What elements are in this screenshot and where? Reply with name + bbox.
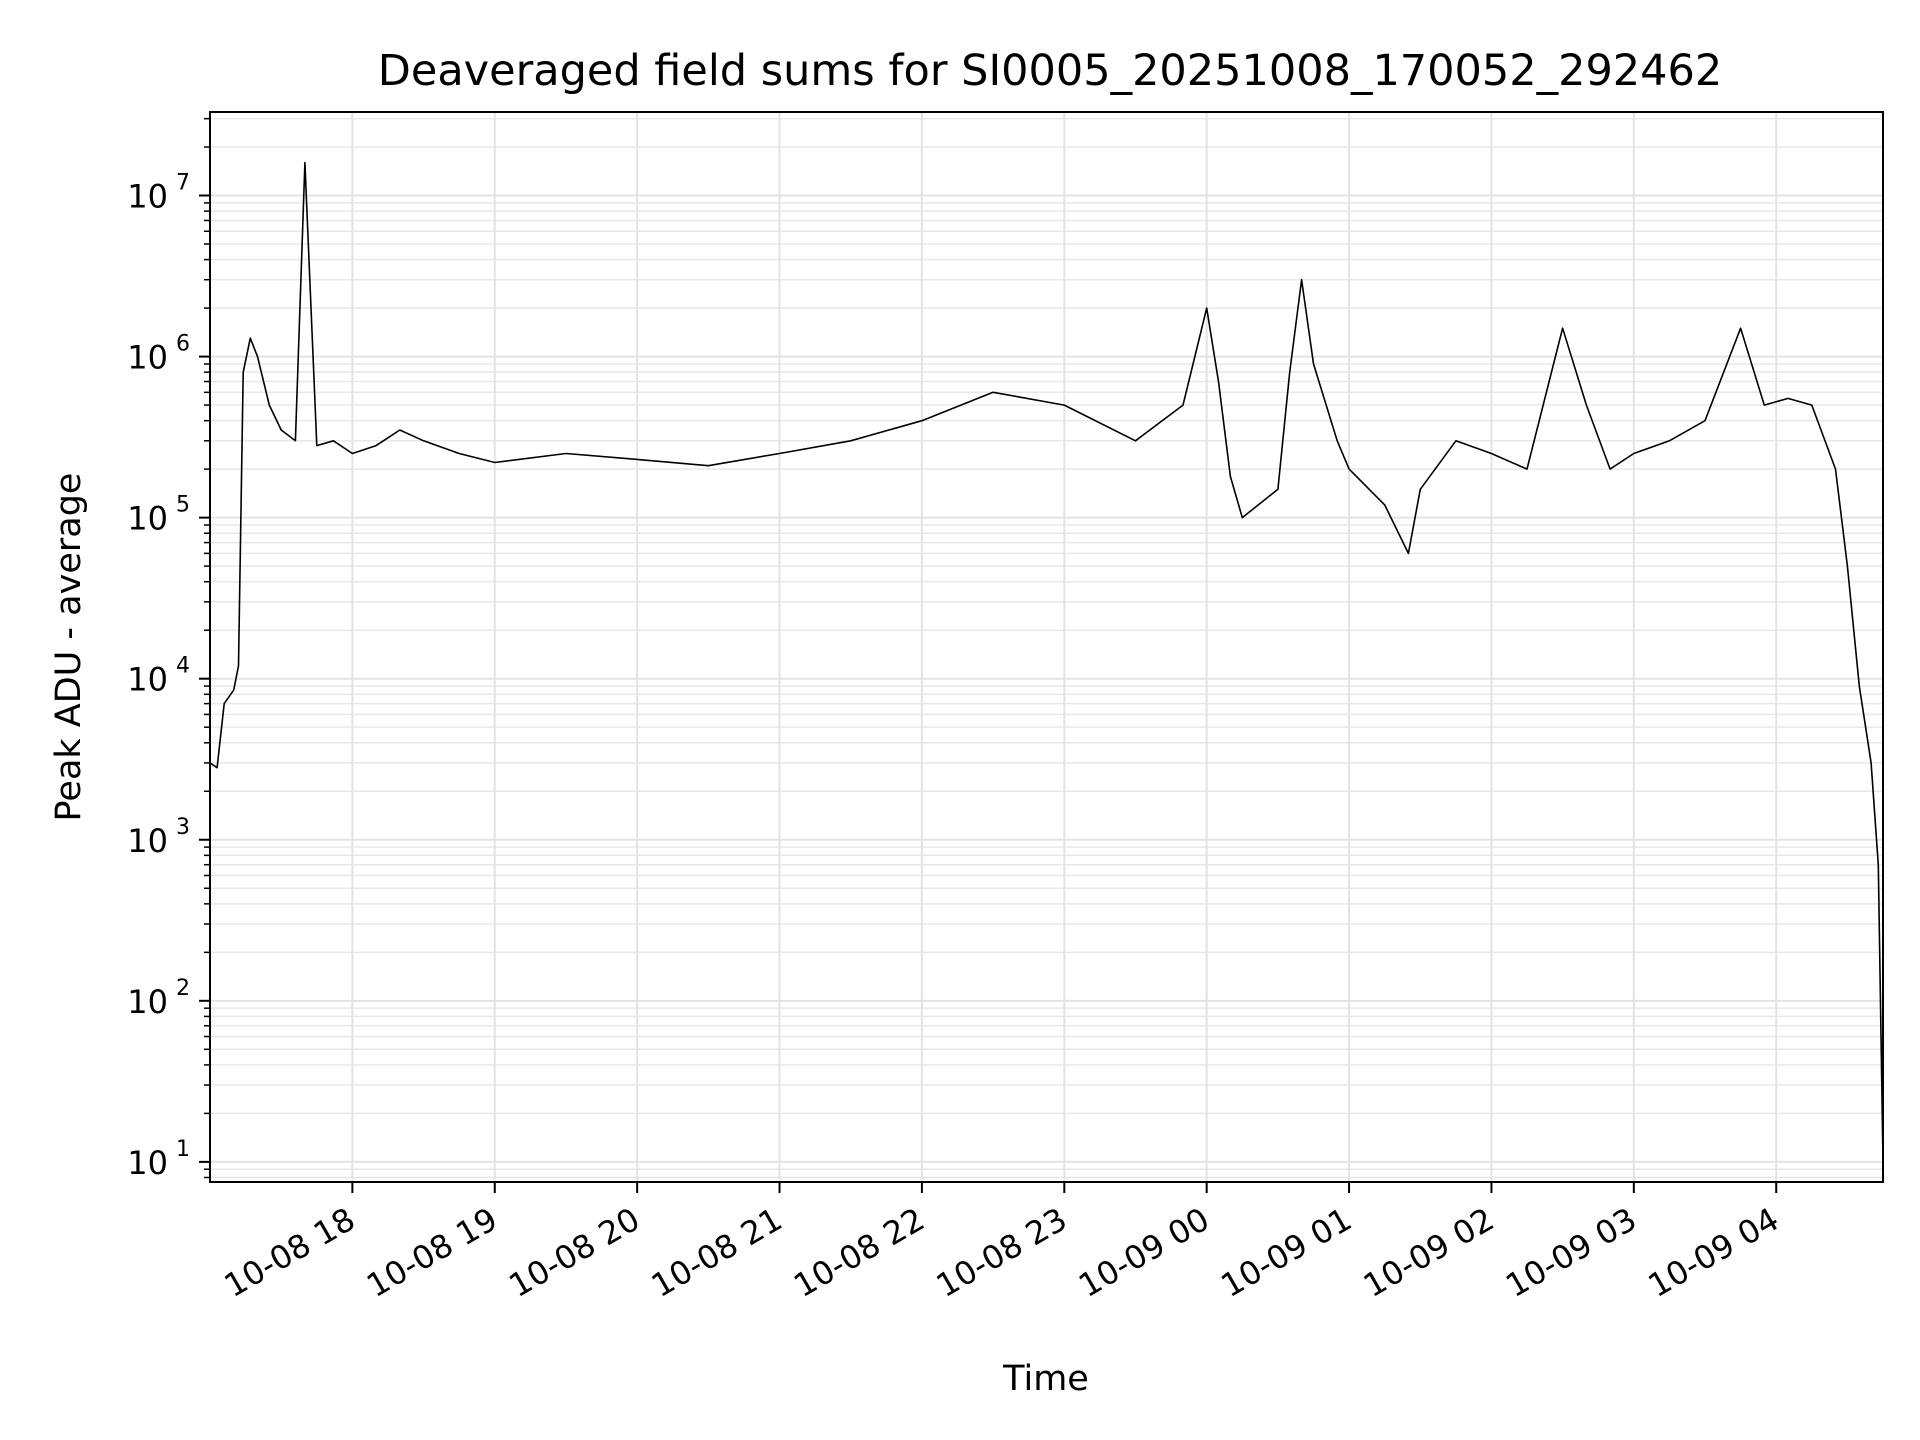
y-tick-label: 10 (127, 178, 168, 216)
major-gridlines (210, 112, 1883, 1182)
y-tick-exponent: 3 (176, 815, 190, 840)
minor-gridlines (210, 117, 1883, 1179)
y-tick-label: 10 (127, 983, 168, 1021)
y-tick-label: 10 (127, 661, 168, 699)
x-axis-label: Time (1002, 1359, 1089, 1399)
series-line (209, 161, 1884, 1162)
y-tick-exponent: 7 (176, 171, 190, 196)
y-tick-exponent: 6 (176, 332, 190, 357)
y-tick-base: 10 (127, 983, 168, 1021)
y-tick-base: 10 (127, 500, 168, 538)
series-layer (209, 161, 1884, 1162)
chart-title: Deaveraged field sums for SI0005_2025100… (378, 46, 1723, 96)
y-tick-label: 10 (127, 822, 168, 860)
y-axis-label: Peak ADU - average (49, 473, 89, 822)
y-tick-base: 10 (127, 339, 168, 377)
y-tick-exponent: 5 (176, 493, 190, 518)
y-tick-exponent: 2 (176, 976, 190, 1001)
plot-frame (209, 111, 1884, 1183)
y-tick-exponent: 4 (176, 654, 190, 679)
y-axis-ticks: 10 1 10 2 10 3 10 4 10 5 10 6 10 7 (127, 117, 210, 1182)
y-tick-base: 10 (127, 822, 168, 860)
y-tick-base: 10 (127, 661, 168, 699)
y-tick-label: 10 (127, 1144, 168, 1182)
y-tick-base: 10 (127, 1144, 168, 1182)
y-tick-exponent: 1 (176, 1137, 190, 1162)
y-tick-label: 10 (127, 500, 168, 538)
y-tick-label: 10 (127, 339, 168, 377)
y-tick-base: 10 (127, 178, 168, 216)
